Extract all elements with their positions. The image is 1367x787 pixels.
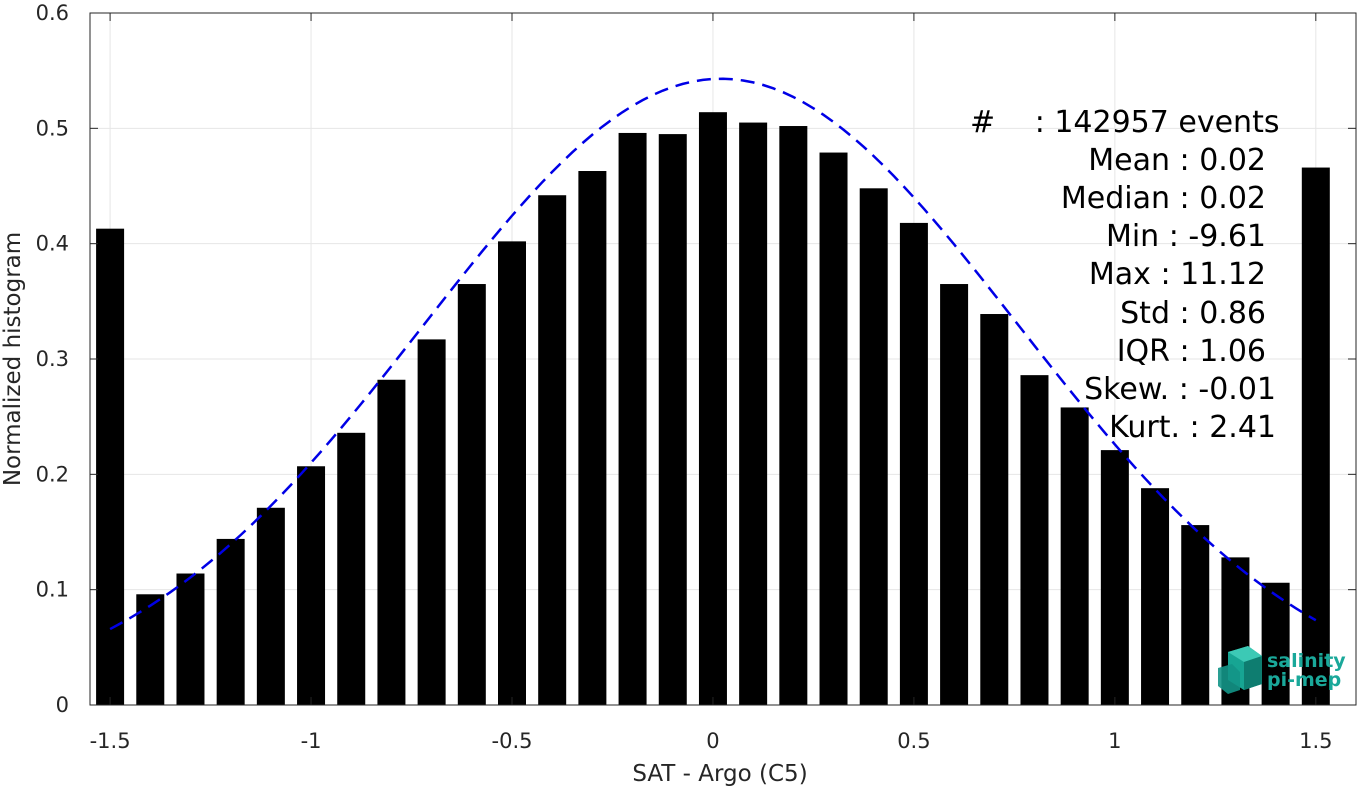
histogram-bar — [779, 126, 808, 705]
x-tick-label: 0.5 — [897, 729, 930, 753]
y-tick-label: 0.4 — [36, 232, 69, 256]
stat-value: : -9.61 — [1169, 219, 1266, 254]
stat-label: Max — [1089, 257, 1151, 292]
y-tick-label: 0.6 — [36, 1, 69, 25]
stat-label: Median — [1061, 181, 1170, 216]
histogram-bar — [297, 466, 326, 705]
stat-median: Median : 0.02 — [1061, 181, 1266, 216]
stat-min: Min : -9.61 — [1106, 219, 1266, 254]
histogram-bar — [96, 228, 125, 705]
histogram-bar — [1301, 167, 1330, 706]
stat-value: : -0.01 — [1179, 372, 1276, 407]
logo-line2: pi-mep — [1267, 669, 1341, 691]
stat-label: Kurt. — [1109, 410, 1180, 445]
stat-skew: Skew. : -0.01 — [1084, 372, 1276, 407]
histogram-bar — [698, 112, 727, 706]
x-tick-label: -1 — [301, 729, 322, 753]
y-tick-label: 0.3 — [36, 347, 69, 371]
stat-label: Std — [1120, 296, 1170, 331]
stat-value: : 1.06 — [1180, 334, 1266, 369]
stat-value: : 2.41 — [1190, 410, 1276, 445]
x-tick-label: 0 — [706, 729, 719, 753]
histogram-bar — [980, 314, 1009, 705]
statistics-annotation: # : 142957 events Mean : 0.02 Median : 0… — [970, 105, 1279, 445]
stat-value: : 0.02 — [1180, 181, 1266, 216]
histogram-bar — [457, 284, 486, 705]
histogram-bar — [216, 538, 245, 705]
stat-value: : 11.12 — [1160, 257, 1266, 292]
stat-label: Mean — [1088, 143, 1170, 178]
y-tick-label: 0.2 — [36, 462, 69, 486]
histogram-bar — [417, 339, 446, 705]
histogram-bar — [739, 122, 768, 706]
x-axis-label: SAT - Argo (C5) — [632, 761, 807, 787]
histogram-bar — [1020, 375, 1049, 705]
stat-label: # — [970, 105, 995, 140]
histogram-bar — [1181, 525, 1210, 705]
histogram-bar — [618, 132, 647, 706]
histogram-bar — [578, 171, 607, 706]
histogram-bar — [1141, 488, 1170, 705]
x-tick-label: -0.5 — [492, 729, 533, 753]
stat-value: : 0.02 — [1180, 143, 1266, 178]
histogram-bar — [337, 432, 366, 705]
histogram-bar — [176, 573, 205, 705]
x-axis-ticks: -1.5 -1 -0.5 0 0.5 1 1.5 — [90, 13, 1333, 753]
logo-cube-icon — [1218, 646, 1262, 694]
y-tick-label: 0 — [56, 693, 69, 717]
stat-events: # : 142957 events — [970, 105, 1279, 140]
logo-line1: salinity — [1267, 650, 1346, 672]
stat-std: Std : 0.86 — [1120, 296, 1266, 331]
histogram-bar — [1060, 407, 1089, 705]
histogram-bar — [1261, 582, 1290, 705]
y-axis-label: Normalized histogram — [0, 232, 26, 486]
x-tick-label: 1 — [1108, 729, 1121, 753]
stat-label: Min — [1106, 219, 1159, 254]
x-tick-label: -1.5 — [90, 729, 131, 753]
stat-value: : 142957 events — [1035, 105, 1280, 140]
histogram-bar — [1100, 450, 1129, 705]
salinity-pimep-logo: salinity pi-mep — [1218, 646, 1346, 694]
histogram-bar — [538, 195, 567, 705]
histogram-bar — [658, 134, 687, 706]
y-axis-ticks: 0 0.1 0.2 0.3 0.4 0.5 0.6 — [36, 1, 1356, 717]
normal-fit-curve — [109, 77, 1317, 631]
y-tick-label: 0.1 — [36, 578, 69, 602]
histogram-bar — [859, 188, 888, 706]
stat-max: Max : 11.12 — [1089, 257, 1266, 292]
histogram-bar — [899, 222, 928, 705]
y-tick-label: 0.5 — [36, 116, 69, 140]
histogram-bar — [256, 507, 285, 705]
x-tick-label: 1.5 — [1299, 729, 1332, 753]
histogram-bar — [940, 284, 969, 705]
stat-value: : 0.86 — [1180, 296, 1266, 331]
histogram-bar — [377, 379, 406, 705]
histogram-bar — [498, 241, 526, 706]
histogram-bar — [819, 152, 848, 705]
stat-label: Skew. — [1084, 372, 1169, 407]
stat-iqr: IQR : 1.06 — [1117, 334, 1266, 369]
stat-kurt: Kurt. : 2.41 — [1109, 410, 1276, 445]
histogram-bars — [96, 112, 1330, 706]
stat-label: IQR — [1117, 334, 1170, 369]
stat-mean: Mean : 0.02 — [1088, 143, 1266, 178]
